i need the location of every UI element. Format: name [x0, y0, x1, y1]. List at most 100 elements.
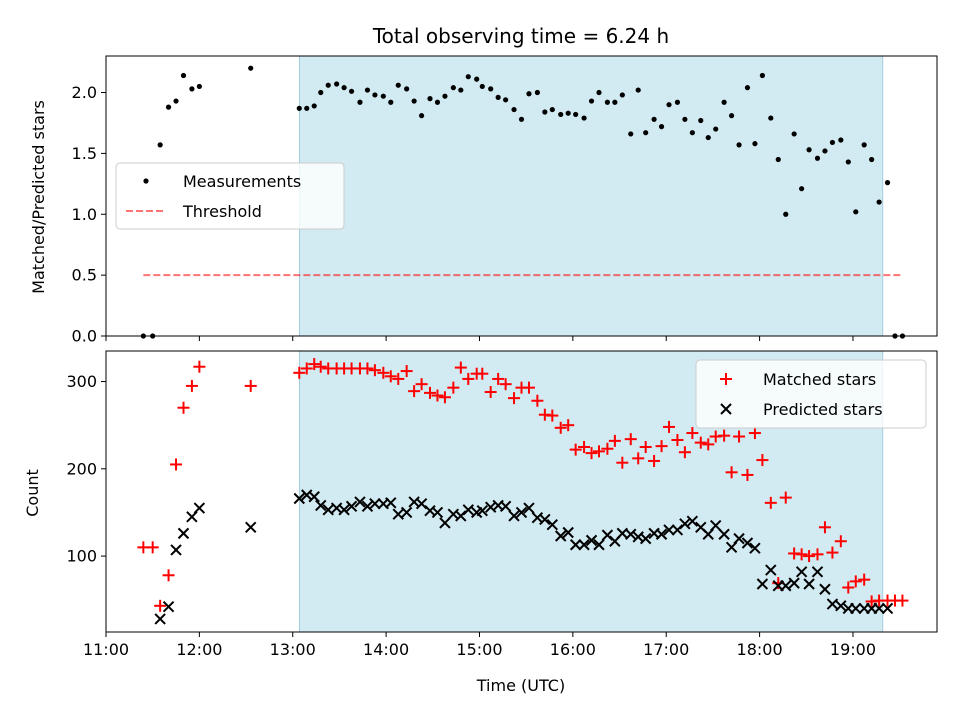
- predicted-star-point: [462, 504, 474, 516]
- x-tick-label: 14:00: [363, 640, 409, 659]
- measurement-point: [296, 105, 302, 111]
- matched-star-point: [748, 427, 761, 440]
- measurement-point: [325, 82, 331, 88]
- measurement-point: [791, 131, 797, 137]
- matched-star-point: [678, 446, 691, 459]
- matched-star-point: [423, 386, 436, 399]
- matched-star-point: [400, 365, 413, 378]
- matched-star-point: [431, 389, 444, 402]
- matched-star-point: [162, 569, 175, 582]
- x-axis-label: Time (UTC): [476, 676, 565, 695]
- measurement-point: [558, 111, 564, 118]
- measurement-point: [628, 131, 634, 137]
- matched-star-point: [779, 491, 792, 504]
- measurement-point: [612, 99, 618, 105]
- predicted-star-point: [826, 598, 839, 610]
- measurement-point: [434, 99, 441, 105]
- matched-star-point: [764, 496, 777, 509]
- predicted-star-point: [400, 506, 413, 519]
- measurement-point: [372, 92, 378, 98]
- matched-star-point: [454, 361, 467, 374]
- measurement-point: [752, 141, 758, 147]
- measurement-point: [651, 116, 657, 122]
- matched-star-point: [842, 581, 855, 594]
- x-tick-label: 11:00: [83, 640, 129, 659]
- measurement-point: [157, 142, 163, 148]
- matched-star-point: [632, 452, 645, 465]
- measurement-point: [418, 113, 425, 119]
- measurement-point: [189, 86, 195, 92]
- measurement-point: [721, 99, 727, 105]
- matched-star-point: [569, 443, 582, 456]
- measurement-point: [549, 106, 555, 113]
- matched-star-point: [858, 573, 871, 586]
- predicted-star-point: [741, 537, 754, 549]
- measurement-point: [838, 137, 844, 143]
- measurement-point: [698, 117, 704, 124]
- measurement-point: [380, 93, 386, 99]
- y-tick-label: 0.0: [72, 327, 97, 346]
- measurement-point: [759, 72, 765, 79]
- measurement-point: [853, 209, 859, 215]
- measurement-point: [884, 180, 891, 186]
- measurement-point: [619, 92, 625, 98]
- predicted-star-point: [788, 577, 800, 589]
- matched-star-point: [718, 429, 731, 442]
- predicted-star-point: [765, 564, 777, 576]
- matched-star-point: [624, 433, 637, 446]
- matched-star-point: [741, 468, 754, 481]
- predicted-star-point: [177, 527, 190, 540]
- measurement-point: [388, 99, 394, 105]
- y-tick-label: 200: [66, 459, 97, 478]
- predicted-star-point: [345, 500, 358, 513]
- measurement-point: [357, 99, 363, 105]
- matched-star-point: [308, 358, 321, 371]
- legend-matched-label: Matched stars: [763, 370, 876, 389]
- chart-title: Total observing time = 6.24 h: [372, 24, 669, 48]
- predicted-star-point: [569, 539, 582, 551]
- matched-star-point: [554, 421, 567, 434]
- matched-star-point: [415, 378, 428, 391]
- predicted-star-point: [873, 602, 885, 615]
- predicted-star-point: [639, 532, 652, 545]
- measurement-point: [775, 156, 781, 163]
- x-tick-label: 12:00: [176, 640, 222, 659]
- bottom-plot-frame: [105, 350, 938, 633]
- measurement-point: [495, 94, 501, 100]
- predicted-star-point: [499, 500, 512, 513]
- matched-star-point: [531, 394, 544, 407]
- measurement-point: [573, 111, 579, 118]
- measurement-point: [165, 104, 172, 110]
- y-tick-label: 1.5: [72, 144, 97, 163]
- measurement-point: [596, 89, 602, 96]
- y-tick-label: 1.0: [72, 205, 97, 224]
- measurement-point: [658, 124, 665, 130]
- matched-star-point: [499, 378, 512, 391]
- measurement-point: [318, 89, 324, 96]
- x-tick-label: 17:00: [643, 640, 689, 659]
- top-plot-frame: [105, 55, 938, 337]
- measurement-point: [450, 85, 456, 91]
- legend-predicted-label: Predicted stars: [763, 400, 883, 419]
- predicted-star-point: [508, 510, 520, 522]
- measurement-point: [806, 147, 812, 153]
- measurement-point: [395, 82, 401, 88]
- predicted-star-point: [293, 492, 305, 505]
- predicted-star-point: [193, 502, 206, 514]
- measurement-point: [728, 113, 735, 119]
- matched-star-point: [639, 440, 652, 453]
- measurement-point: [861, 142, 867, 148]
- y-tick-label: 0.5: [72, 266, 97, 285]
- predicted-star-point: [562, 526, 574, 539]
- measurement-point: [869, 156, 875, 163]
- legend-matched-marker: [720, 373, 732, 385]
- matched-star-point: [601, 442, 614, 455]
- top-legend: Measurements Threshold: [115, 162, 345, 230]
- predicted-star-point: [361, 500, 374, 513]
- predicted-star-point: [811, 566, 824, 578]
- predicted-star-point: [718, 528, 730, 540]
- matched-star-point: [592, 445, 605, 458]
- matched-star-point: [154, 599, 167, 612]
- matched-star-point: [447, 381, 460, 394]
